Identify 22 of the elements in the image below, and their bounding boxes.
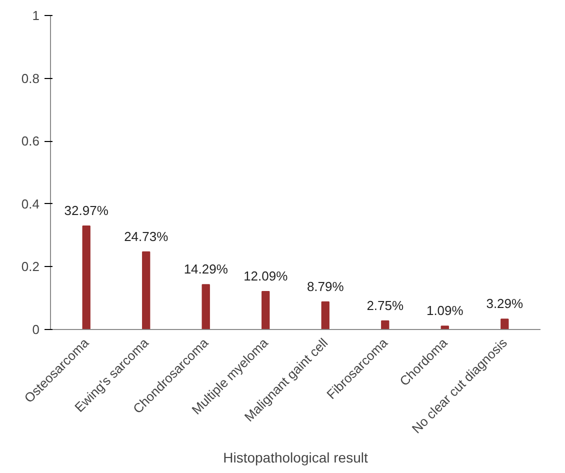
bar bbox=[142, 251, 150, 330]
bar bbox=[381, 320, 390, 330]
data-label: 32.97% bbox=[64, 202, 109, 218]
bar bbox=[262, 291, 270, 330]
data-label: 12.09% bbox=[244, 268, 288, 284]
y-tick-label: 0 bbox=[32, 322, 40, 337]
y-tick-label: 1 bbox=[32, 8, 40, 23]
y-tick-label: 0.8 bbox=[21, 70, 40, 86]
data-label: 8.79% bbox=[306, 278, 344, 294]
y-tick-label: 0.2 bbox=[21, 259, 40, 274]
y-tick-label: 0.6 bbox=[21, 134, 40, 149]
bar bbox=[82, 225, 90, 330]
data-label: 3.29% bbox=[486, 296, 524, 312]
x-axis-title: Histopathological result bbox=[223, 450, 368, 466]
bar bbox=[321, 301, 330, 330]
bar bbox=[202, 284, 210, 330]
data-label: 1.09% bbox=[426, 303, 464, 318]
bar bbox=[500, 318, 509, 330]
y-tick-label: 0.4 bbox=[21, 196, 40, 212]
data-label: 2.75% bbox=[366, 298, 404, 313]
data-label: 14.29% bbox=[184, 262, 228, 277]
data-label: 24.73% bbox=[124, 228, 169, 244]
